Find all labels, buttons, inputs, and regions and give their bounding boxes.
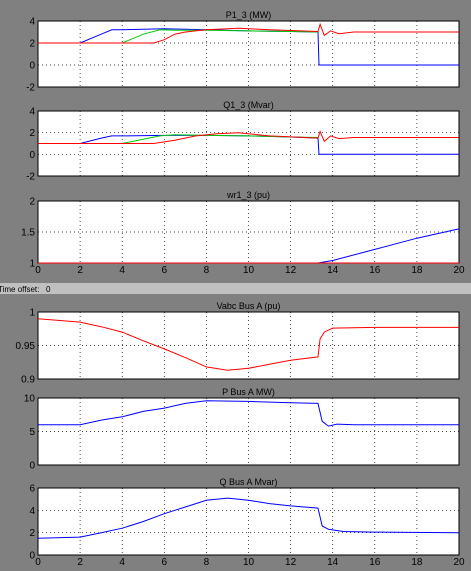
plot-1: -2 0 2 4 P1_3 (MW) <box>26 10 460 94</box>
x-tick-label: 20 <box>453 265 465 276</box>
x-tick-label: 18 <box>411 265 423 276</box>
plot-title: wr1_3 (pu) <box>226 190 270 200</box>
series-line-1 <box>37 318 459 371</box>
plot-title: P1_3 (MW) <box>226 10 272 20</box>
x-tick-label: 12 <box>285 557 297 568</box>
caption-strip <box>0 283 471 294</box>
series-line-1 <box>38 400 459 427</box>
y-tick-label: 4 <box>29 17 35 28</box>
x-tick-label: 14 <box>327 265 339 276</box>
series-line-1 <box>38 28 459 66</box>
plot-5: 0 5 10 P Bus A MW) <box>24 387 460 472</box>
y-tick-label: 4 <box>29 506 35 517</box>
x-tick-label: 2 <box>77 265 83 276</box>
y-tick-label: 6 <box>29 484 35 495</box>
x-tick-label: 8 <box>204 265 210 276</box>
y-tick-label: 1.5 <box>21 228 35 239</box>
x-tick-label: 14 <box>327 557 339 568</box>
x-tick-label: 6 <box>162 557 168 568</box>
y-tick-label: 10 <box>24 394 36 405</box>
series-line-2 <box>38 29 319 44</box>
y-tick-label: 2 <box>29 128 35 139</box>
x-tick-label: 4 <box>119 265 125 276</box>
plot-title: P Bus A MW) <box>222 387 275 397</box>
y-tick-label: 0 <box>29 61 35 72</box>
y-tick-label: 5 <box>29 427 35 438</box>
x-tick-label: 0 <box>35 557 41 568</box>
x-tick-label: 6 <box>162 265 168 276</box>
x-tick-label: 10 <box>243 265 255 276</box>
x-tick-label: 16 <box>369 265 381 276</box>
plot-title: Q1_3 (Mvar) <box>223 100 274 110</box>
x-tick-label: 16 <box>369 557 381 568</box>
x-tick-label: 8 <box>204 557 210 568</box>
x-tick-label: 18 <box>411 557 423 568</box>
x-tick-label: 0 <box>35 265 41 276</box>
y-tick-label: 1 <box>29 259 35 270</box>
y-tick-label: 2 <box>29 528 35 539</box>
plot-5-axes <box>37 397 460 466</box>
x-tick-label: 10 <box>243 557 255 568</box>
time-offset-value: 0 <box>46 285 51 294</box>
plot-title: Q Bus A Mvar) <box>219 477 277 487</box>
y-tick-label: 4 <box>29 107 35 118</box>
x-tick-label: 12 <box>285 265 297 276</box>
y-tick-label: 0.95 <box>16 341 36 352</box>
y-tick-label: 2 <box>29 197 35 208</box>
x-tick-label: 20 <box>453 557 465 568</box>
plot-title: Vabc Bus A (pu) <box>217 301 281 311</box>
y-tick-label: 1 <box>29 308 35 319</box>
y-tick-label: 0 <box>29 551 35 562</box>
y-tick-label: 2 <box>29 39 35 50</box>
series-line-1 <box>37 497 460 539</box>
plot-3-axes <box>37 200 460 264</box>
y-tick-label: 0 <box>29 461 35 472</box>
y-tick-label: -2 <box>26 83 35 94</box>
plot-4: 0.9 0.95 1 Vabc Bus A (pu) <box>16 301 460 386</box>
plot-6-axes <box>37 487 460 556</box>
x-tick-label: 2 <box>77 557 83 568</box>
plot-6: 0 2 4 6 0 2 4 6 8 10 12 14 16 18 20 Q Bus A Mvar) <box>29 477 465 568</box>
time-offset-label: Time offset: <box>0 285 39 294</box>
series-line-3 <box>38 130 459 144</box>
x-tick-label: 4 <box>119 557 125 568</box>
y-tick-label: 0 <box>29 150 35 161</box>
plot-2: -2 0 2 4 Q1_3 (Mvar) <box>26 100 460 183</box>
y-tick-label: -2 <box>26 172 35 183</box>
y-tick-label: 0.9 <box>21 375 35 386</box>
series-line-3 <box>38 22 459 44</box>
